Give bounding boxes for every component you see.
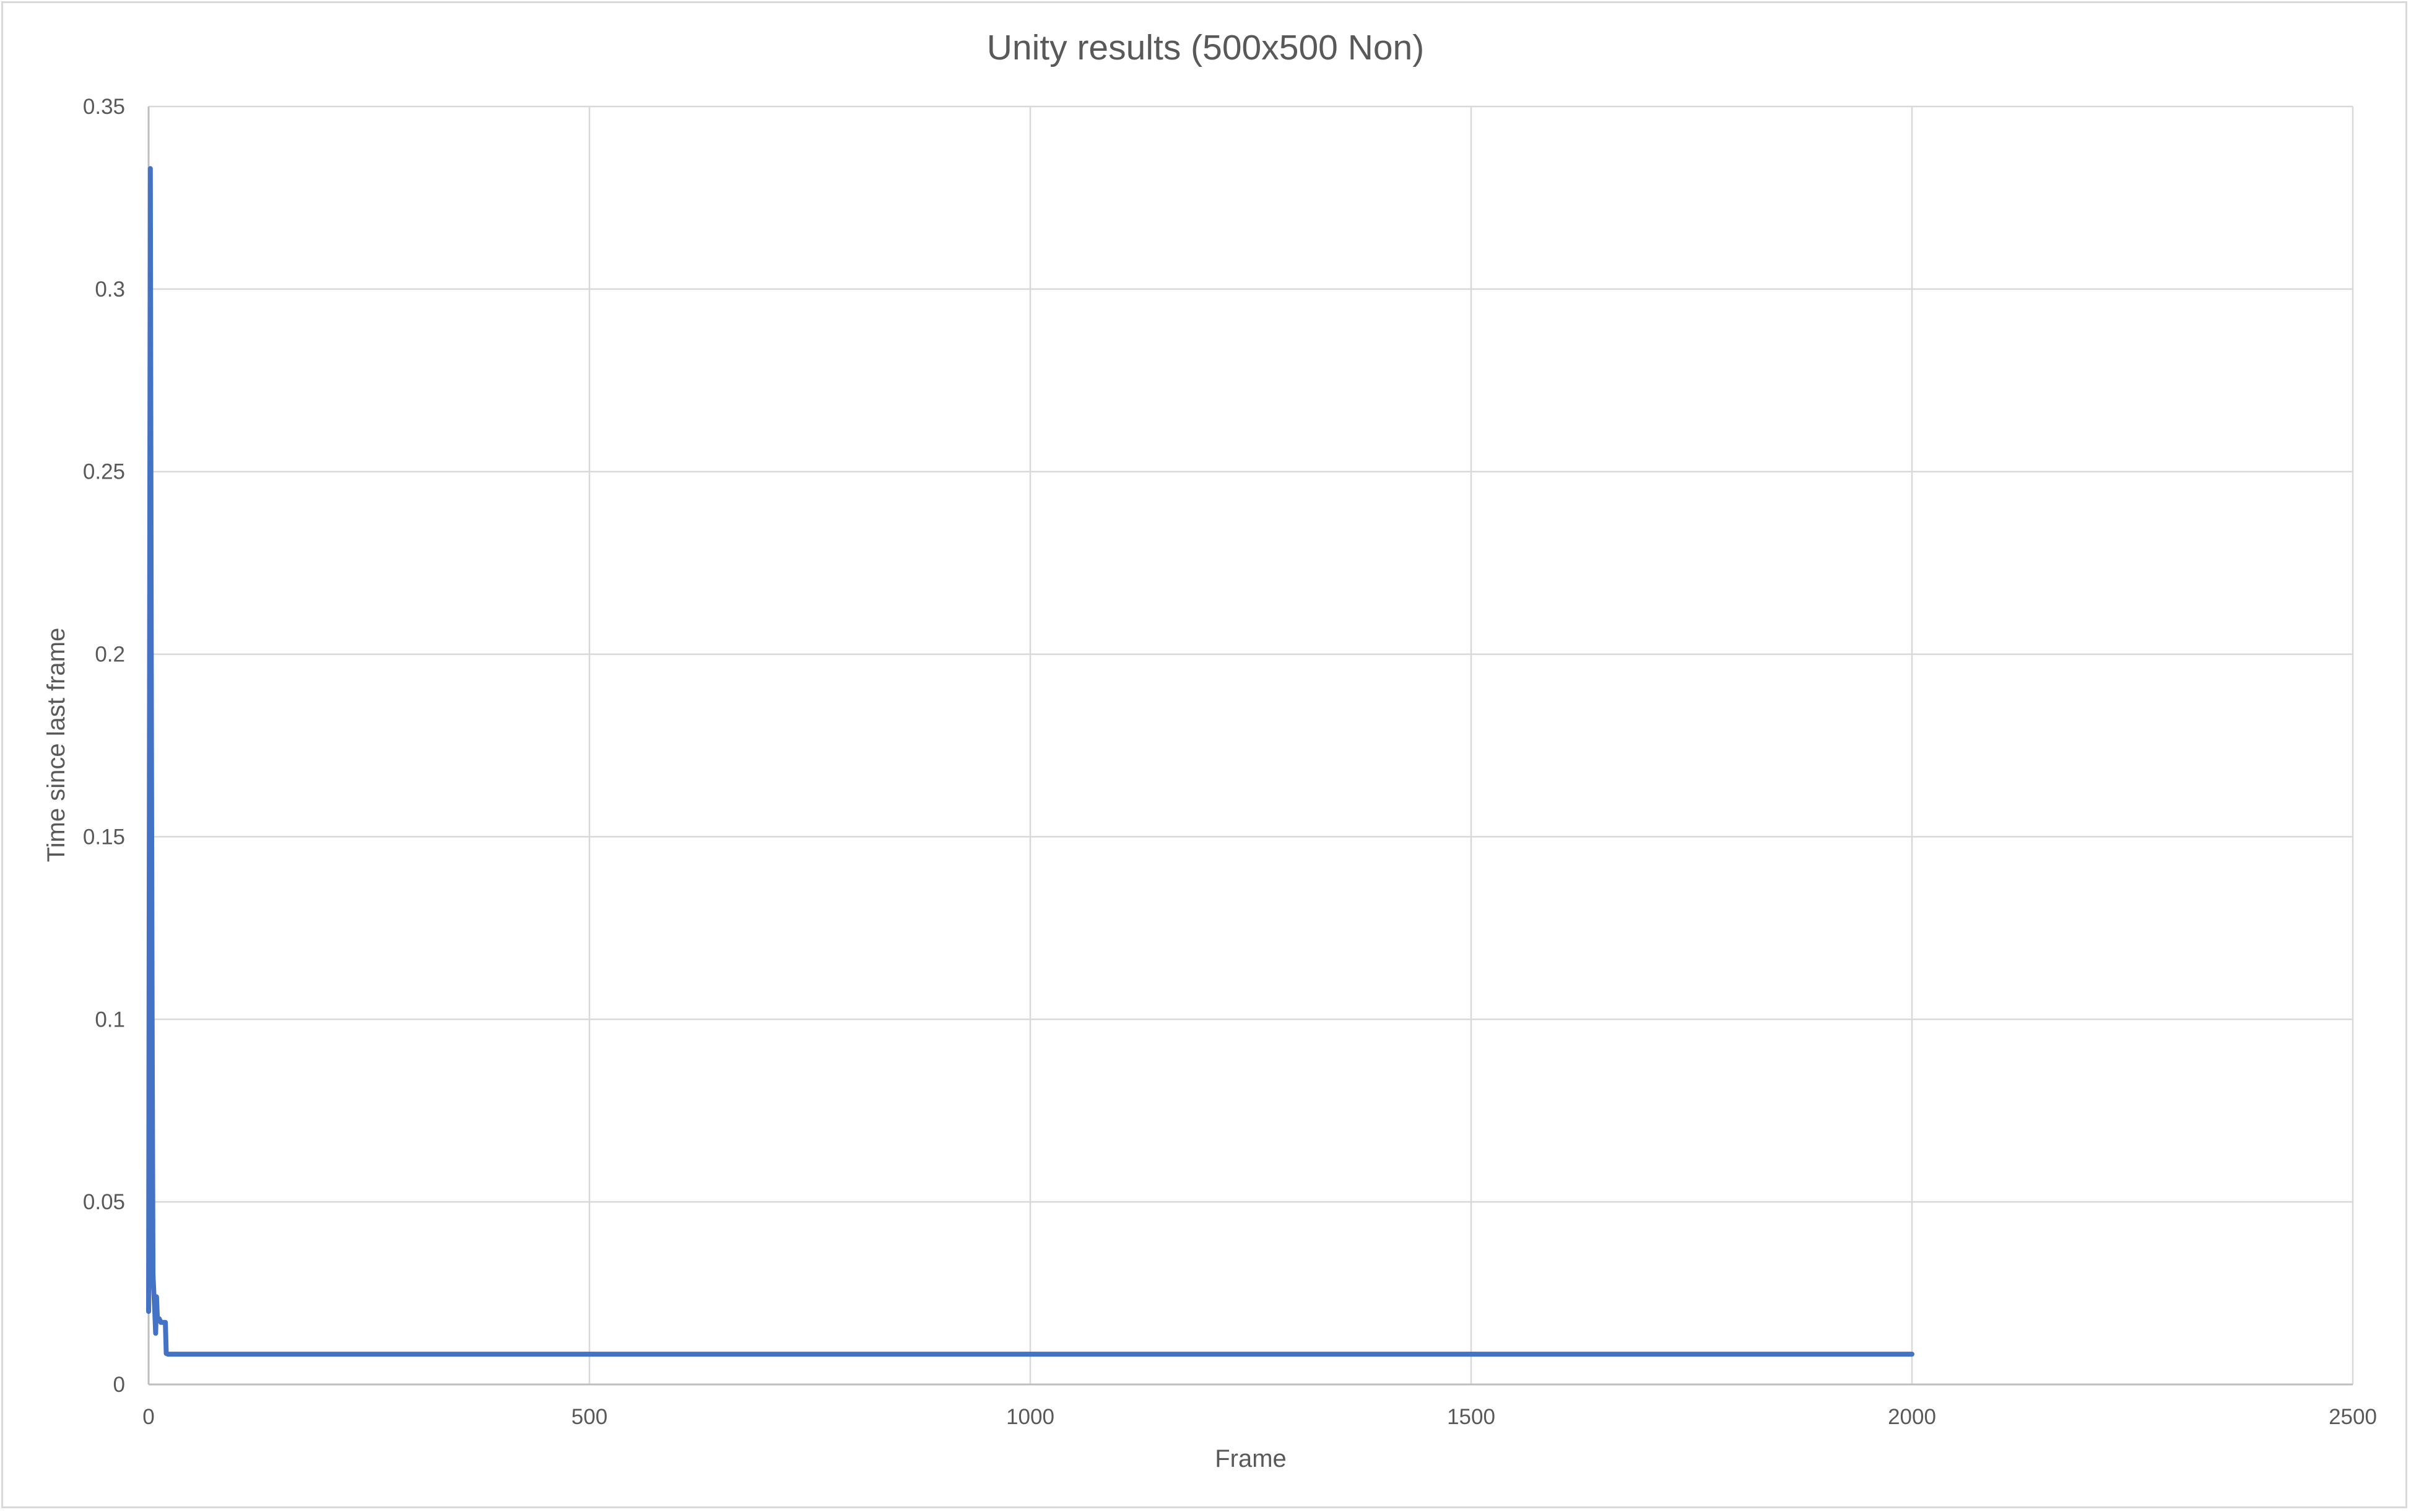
x-axis-title: Frame [1215, 1445, 1287, 1472]
x-tick-label: 2000 [1888, 1405, 1936, 1429]
x-tick-label: 2500 [2329, 1405, 2377, 1429]
chart-title: Unity results (500x500 Non) [987, 28, 1425, 67]
y-tick-label: 0.05 [83, 1190, 125, 1214]
x-tick-label: 1000 [1006, 1405, 1054, 1429]
x-axis-ticks: 0 500 1000 1500 2000 2500 [142, 1405, 2377, 1429]
gridlines [149, 105, 2354, 1384]
y-tick-label: 0.1 [95, 1007, 125, 1032]
axes [147, 106, 2353, 1386]
series-group [146, 166, 1914, 1357]
y-tick-label: 0.35 [83, 95, 125, 119]
y-tick-label: 0.15 [83, 825, 125, 849]
y-axis-ticks: 0 0.05 0.1 0.15 0.2 0.25 0.3 0.35 [83, 95, 125, 1397]
y-axis-title: Time since last frame [43, 628, 70, 862]
y-tick-label: 0 [113, 1373, 125, 1397]
y-tick-label: 0.25 [83, 460, 125, 484]
y-tick-label: 0.3 [95, 277, 125, 302]
y-tick-label: 0.2 [95, 643, 125, 667]
series-line-0 [146, 166, 1914, 1357]
x-tick-label: 1500 [1447, 1405, 1495, 1429]
x-tick-label: 0 [142, 1405, 154, 1429]
x-tick-label: 500 [571, 1405, 607, 1429]
